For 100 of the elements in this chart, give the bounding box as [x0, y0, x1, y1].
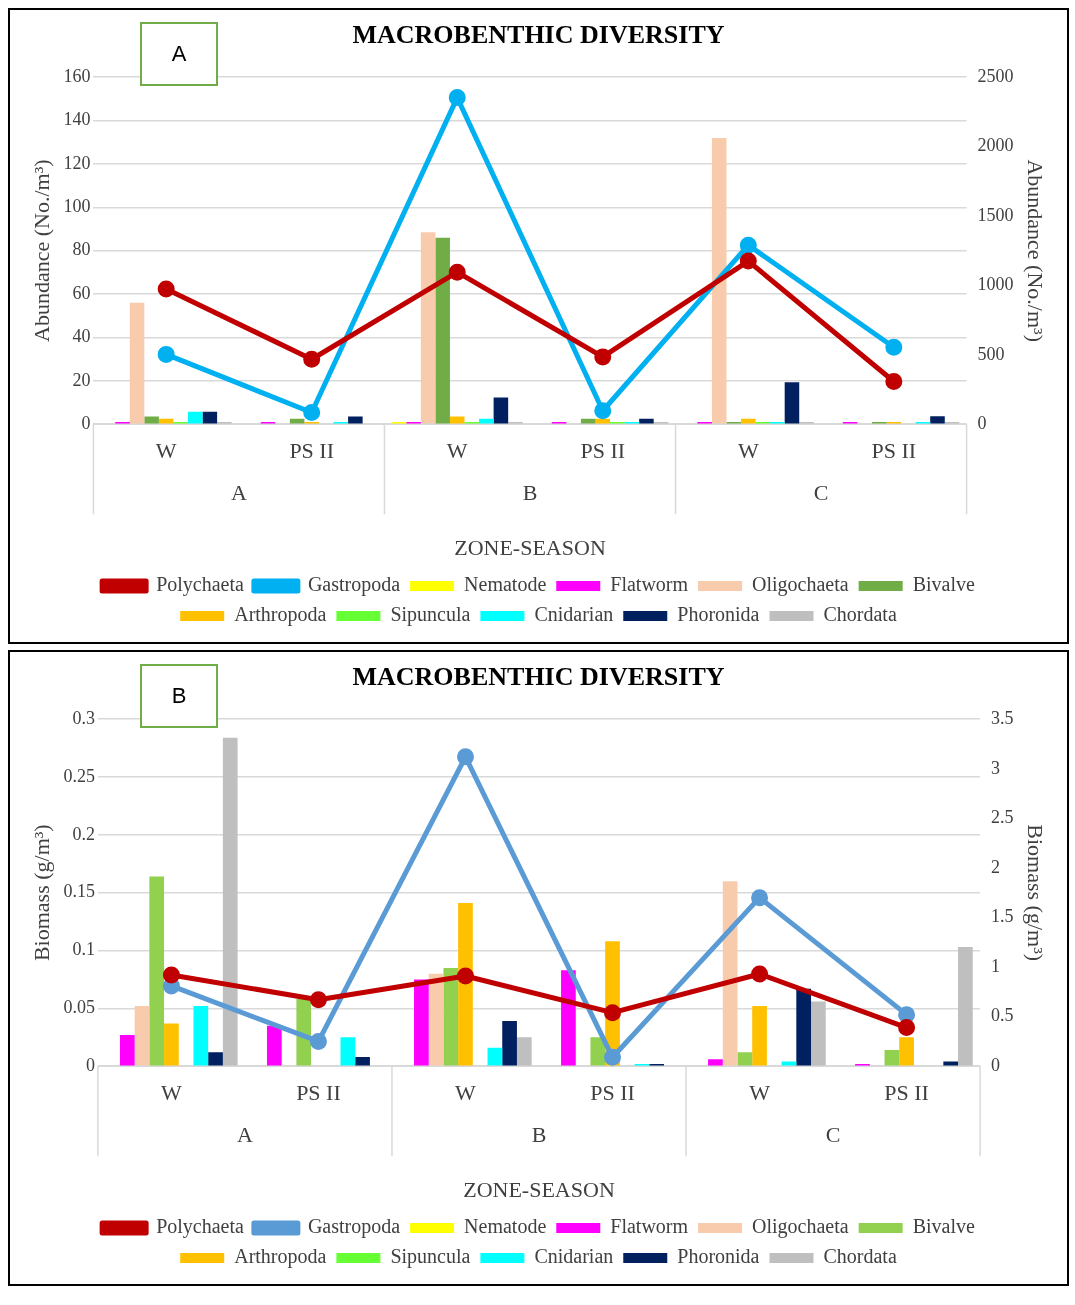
y2-tick-label: 500 [977, 343, 1005, 364]
legend-label: Oligochaeta [752, 1215, 849, 1239]
bar [930, 416, 945, 424]
x-tick-label: W [155, 438, 177, 464]
bar [355, 1056, 370, 1066]
point [739, 252, 757, 270]
legend-label: Gastropoda [307, 1215, 401, 1239]
bar [149, 876, 165, 1066]
y2-tick-label: 0.5 [991, 1005, 1014, 1026]
bar [188, 411, 203, 424]
y2-tick-label: 3 [991, 757, 1001, 778]
y-tick-label: 0.05 [63, 997, 95, 1018]
legend-label: Sipuncula [390, 1245, 471, 1269]
x-tick-label: W [737, 438, 759, 464]
bar [222, 737, 238, 1066]
point [303, 404, 321, 422]
bar [443, 967, 459, 1066]
x-tick-label: PS II [580, 438, 626, 464]
legend-label: Cnidarian [534, 603, 614, 626]
legend-label: Sipuncula [390, 603, 471, 627]
point [594, 402, 612, 420]
legend-label: Bivalve [912, 1215, 975, 1238]
bar [516, 1037, 532, 1066]
text: C [825, 1121, 841, 1147]
bar [708, 1059, 723, 1066]
bar [119, 1034, 135, 1066]
bar [164, 1023, 179, 1066]
bar [420, 232, 436, 424]
y2-tick-label: 1 [991, 955, 1001, 976]
point [309, 1032, 327, 1050]
text: B [522, 479, 538, 505]
bar [958, 947, 973, 1066]
x-tick-label: W [446, 438, 468, 464]
y2-tick-label: 1000 [977, 274, 1014, 295]
x-tick-label: PS II [590, 1080, 635, 1106]
y-tick-label: 0.2 [72, 823, 95, 844]
y2-tick-label: 2500 [977, 65, 1014, 86]
legend-label: Arthropoda [234, 603, 327, 627]
legend-label: Gastropoda [307, 573, 401, 597]
y-tick-label: 0.3 [72, 707, 95, 728]
point [303, 350, 321, 368]
bar [493, 397, 509, 424]
text: C [813, 479, 829, 505]
bar [193, 1006, 209, 1066]
y2-tick-label: 2.5 [991, 807, 1014, 828]
x-tick-label: PS II [884, 1080, 929, 1106]
x-tick-label: W [749, 1080, 771, 1106]
legend-label: Nematode [464, 1215, 547, 1238]
x-tick-label: PS II [871, 438, 917, 464]
bar [811, 1001, 826, 1066]
chart-title: MACROBENTHIC DIVERSITY [352, 662, 725, 692]
bar [449, 416, 465, 424]
point [157, 280, 175, 298]
y-tick-label: 0 [81, 412, 91, 433]
bar [752, 1006, 767, 1066]
legend-label: Flatworm [610, 1215, 689, 1238]
y-tick-label: 0 [85, 1054, 95, 1075]
legend-label: Bivalve [912, 573, 975, 596]
bar [348, 416, 363, 424]
bar [296, 999, 312, 1066]
point [885, 372, 903, 390]
x-tick-label: PS II [296, 1080, 341, 1106]
x-axis-title: ZONE-SEASON [463, 1176, 615, 1202]
y-tick-label: 100 [63, 196, 91, 217]
y-tick-label: 80 [72, 239, 91, 260]
y-tick-label: 140 [63, 109, 91, 130]
bar [711, 137, 727, 424]
point [898, 1019, 916, 1037]
y-axis-title: Abundance (No./m³) [28, 159, 54, 342]
bar [899, 1037, 914, 1066]
bar [340, 1037, 356, 1066]
point [448, 89, 466, 107]
point [456, 967, 474, 985]
y2-tick-label: 2000 [977, 135, 1014, 156]
point [604, 1048, 622, 1066]
legend-label: Polychaeta [156, 573, 244, 597]
point [751, 965, 769, 983]
y-axis-title: Biomass (g/m³) [28, 824, 54, 962]
y2-axis-title: Biomass (g/m³) [1023, 824, 1049, 962]
bar [144, 416, 159, 424]
y-tick-label: 60 [72, 282, 91, 303]
y-tick-label: 20 [72, 369, 91, 390]
y-tick-label: 40 [72, 326, 91, 347]
y2-tick-label: 2 [991, 856, 1001, 877]
bar [561, 970, 576, 1066]
bar [796, 988, 812, 1066]
bar [458, 903, 473, 1066]
point [157, 345, 175, 363]
panel-label-box: A [140, 22, 218, 86]
y2-tick-label: 3.5 [991, 707, 1014, 728]
bar [884, 1050, 900, 1066]
point [162, 966, 180, 984]
bar [134, 1006, 150, 1066]
y2-tick-label: 1500 [977, 204, 1014, 225]
bar [414, 979, 429, 1066]
text: A [230, 479, 247, 505]
y2-tick-label: 0 [977, 412, 987, 433]
legend-label: Phoronida [677, 603, 760, 626]
legend-label: Polychaeta [156, 1215, 244, 1239]
bar [590, 1037, 606, 1066]
